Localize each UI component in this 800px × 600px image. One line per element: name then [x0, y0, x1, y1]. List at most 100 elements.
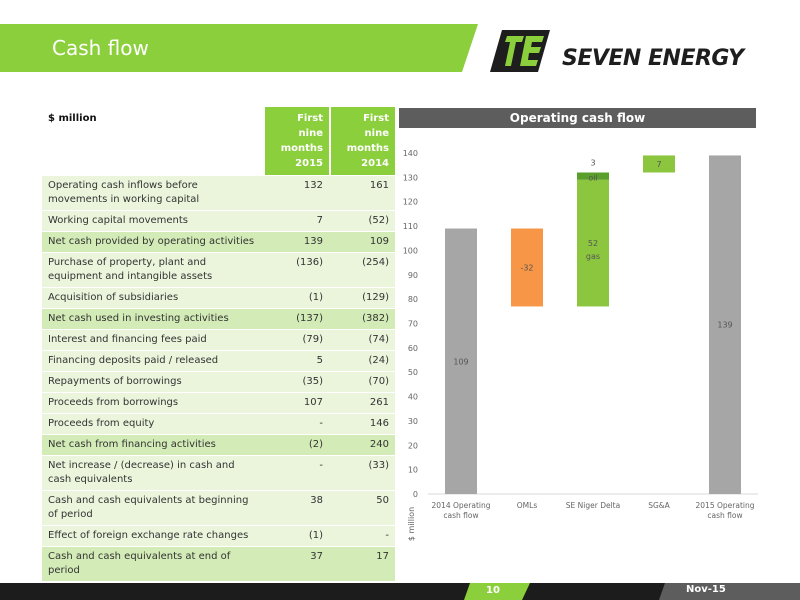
value-2015: 139 [265, 232, 329, 253]
value-2014: (70) [329, 372, 395, 393]
bar-value-label: -32 [520, 263, 533, 272]
waterfall-bar [709, 155, 741, 494]
table-row: Purchase of property, plant and equipmen… [42, 253, 395, 288]
row-label: Net cash provided by operating activitie… [42, 232, 265, 253]
y-tick-label: 20 [408, 441, 418, 450]
table-row: Net increase / (decrease) in cash and ca… [42, 456, 395, 491]
bar-value-label: 52 [588, 239, 598, 248]
table-row: Operating cash inflows before movements … [42, 176, 395, 211]
value-2014: (254) [329, 253, 395, 288]
bar-value-label: 139 [717, 321, 732, 330]
footer-accent [464, 583, 800, 600]
value-2014: (382) [329, 309, 395, 330]
y-tick-label: 90 [408, 271, 418, 280]
value-2014: 161 [329, 176, 395, 211]
y-tick-label: 80 [408, 295, 418, 304]
value-2015: 7 [265, 211, 329, 232]
value-2015: 5 [265, 351, 329, 372]
value-2014: (52) [329, 211, 395, 232]
value-2014: (33) [329, 456, 395, 491]
value-2015: (137) [265, 309, 329, 330]
value-2014: 261 [329, 393, 395, 414]
row-label: Operating cash inflows before movements … [42, 176, 265, 211]
row-label: Net cash from financing activities [42, 435, 265, 456]
table-row: Cash and cash equivalents at beginning o… [42, 491, 395, 526]
row-label: Purchase of property, plant and equipmen… [42, 253, 265, 288]
bar-value-label: 3 [590, 158, 595, 167]
waterfall-bar [445, 228, 477, 494]
value-2014: 146 [329, 414, 395, 435]
value-2015: (79) [265, 330, 329, 351]
row-label: Repayments of borrowings [42, 372, 265, 393]
value-2014: 240 [329, 435, 395, 456]
row-label: Cash and cash equivalents at beginning o… [42, 491, 265, 526]
row-label: Proceeds from borrowings [42, 393, 265, 414]
value-2014: (24) [329, 351, 395, 372]
table-row: Effect of foreign exchange rate changes(… [42, 526, 395, 547]
value-2014: (129) [329, 288, 395, 309]
table-header-row: $ million First nine months 2015 First n… [42, 107, 395, 176]
footer-bar [0, 583, 800, 600]
row-label: Net increase / (decrease) in cash and ca… [42, 456, 265, 491]
slide-title: Cash flow [52, 36, 149, 60]
x-tick-label: 2014 Operating cash flow [432, 501, 491, 520]
x-tick-label: 2015 Operating cash flow [696, 501, 755, 520]
table-row: Net cash provided by operating activitie… [42, 232, 395, 253]
y-tick-label: 30 [408, 417, 418, 426]
y-tick-label: 110 [403, 222, 418, 231]
page-number: 10 [486, 585, 500, 596]
value-2015: (1) [265, 526, 329, 547]
y-tick-label: 120 [403, 198, 418, 207]
bar-value-label: 109 [453, 357, 468, 366]
waterfall-bar [577, 179, 609, 307]
table-row: Financing deposits paid / released 5 (24) [42, 351, 395, 372]
column-header-2014: First nine months 2014 [329, 107, 395, 176]
value-2015: (35) [265, 372, 329, 393]
y-tick-label: 40 [408, 393, 418, 402]
operating-cash-flow-chart: 0 10 20 30 40 50 60 70 80 90 100 110 120 130 140 $ mill… [403, 149, 758, 541]
row-label: Net cash used in investing activities [42, 309, 265, 330]
value-2015: (1) [265, 288, 329, 309]
table-row: Proceeds from equity -146 [42, 414, 395, 435]
y-tick-label: 130 [403, 173, 418, 182]
value-2015: (2) [265, 435, 329, 456]
table-row: Repayments of borrowings (35) (70) [42, 372, 395, 393]
cash-flow-table: $ million First nine months 2015 First n… [42, 107, 395, 582]
table-row: Working capital movements 7 (52) [42, 211, 395, 232]
logo-text: SEVEN ENERGY [562, 46, 744, 71]
row-label: Financing deposits paid / released [42, 351, 265, 372]
y-axis-label: $ million [407, 507, 416, 541]
header-band [0, 24, 478, 72]
row-label: Interest and financing fees paid [42, 330, 265, 351]
table-row: Net cash used in investing activities (13… [42, 309, 395, 330]
value-2015: 37 [265, 547, 329, 582]
table-body: Operating cash inflows before movements … [42, 176, 395, 582]
row-label: Proceeds from equity [42, 414, 265, 435]
value-2014: (74) [329, 330, 395, 351]
value-2015: 107 [265, 393, 329, 414]
slide-date: Nov-15 [686, 584, 726, 595]
table-row: Cash and cash equivalents at end of peri… [42, 547, 395, 582]
value-2015: - [265, 456, 329, 491]
row-label: Effect of foreign exchange rate changes [42, 526, 265, 547]
row-label: Cash and cash equivalents at end of peri… [42, 547, 265, 582]
seven-energy-logo-icon [490, 30, 550, 72]
y-tick-label: 70 [408, 320, 418, 329]
table-row: Interest and financing fees paid (79) (74) [42, 330, 395, 351]
y-tick-label: 100 [403, 246, 418, 255]
x-tick-label: SE Niger Delta [566, 501, 620, 510]
table-row: Net cash from financing activities (2) 240 [42, 435, 395, 456]
waterfall-bar [643, 155, 675, 173]
value-2014: - [329, 526, 395, 547]
value-2015: (136) [265, 253, 329, 288]
table-row: Acquisition of subsidiaries (1) (129) [42, 288, 395, 309]
x-tick-label: SG&A [648, 501, 670, 510]
chart-title: Operating cash flow [399, 108, 756, 128]
value-2015: 132 [265, 176, 329, 211]
bar-value-label: 7 [656, 160, 661, 169]
waterfall-bar [511, 228, 543, 307]
value-2014: 50 [329, 491, 395, 526]
column-header-2015: First nine months 2015 [265, 107, 329, 176]
waterfall-bar [577, 172, 609, 180]
unit-label: $ million [42, 107, 265, 176]
